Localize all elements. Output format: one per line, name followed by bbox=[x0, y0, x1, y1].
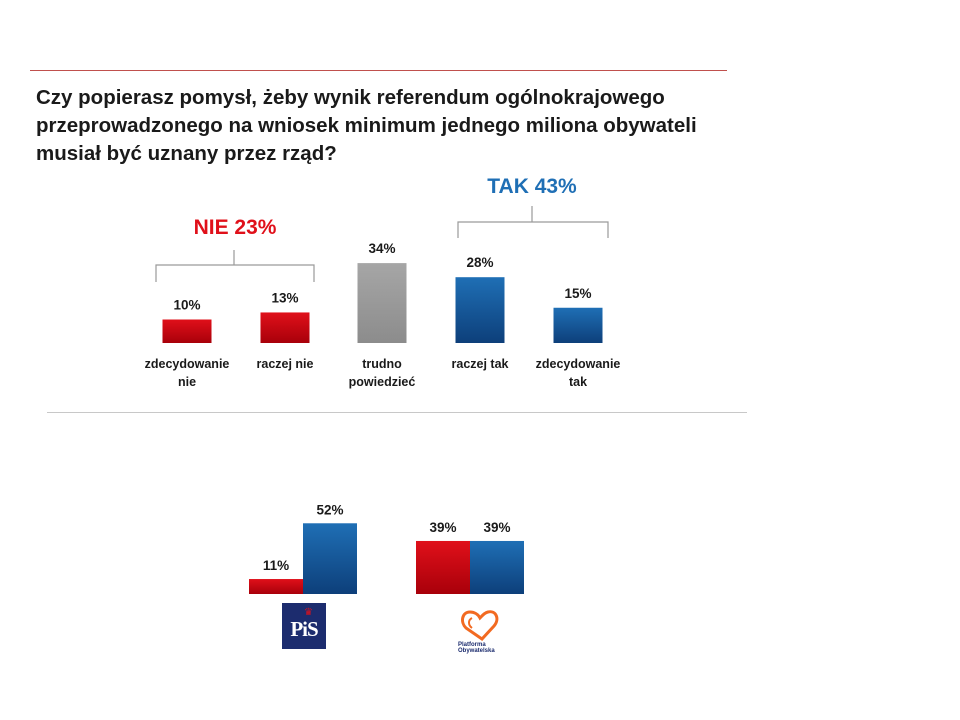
tak-total-label: TAK 43% bbox=[487, 175, 577, 198]
question-title: Czy popierasz pomysł, żeby wynik referen… bbox=[36, 86, 697, 165]
pis-crown-icon: ♛ bbox=[304, 607, 313, 618]
party-bar-value-label: 52% bbox=[316, 502, 343, 517]
category-label: zdecydowanie bbox=[536, 357, 621, 371]
pis-logo: ♛ PiS bbox=[282, 603, 326, 649]
category-label: zdecydowanie bbox=[145, 357, 230, 371]
nie-bracket bbox=[155, 250, 315, 282]
bar-value-label: 15% bbox=[564, 286, 591, 301]
pis-logo-text: PiS bbox=[290, 617, 318, 641]
section-divider bbox=[47, 412, 747, 413]
party-bar-0-1 bbox=[303, 523, 357, 594]
category-label: raczej tak bbox=[452, 357, 509, 371]
po-logo-line2: Obywatelska bbox=[458, 648, 495, 654]
bar-0 bbox=[162, 319, 212, 343]
bar-4 bbox=[553, 307, 603, 343]
bar-3 bbox=[455, 277, 505, 343]
party-bar-value-label: 11% bbox=[263, 558, 289, 573]
party-bar-1-1 bbox=[470, 540, 524, 594]
category-label: raczej nie bbox=[257, 357, 314, 371]
po-heart-icon bbox=[461, 610, 499, 641]
party-bar-value-label: 39% bbox=[483, 520, 510, 535]
bar-value-label: 13% bbox=[271, 290, 298, 305]
top-rule bbox=[30, 70, 727, 71]
category-label: tak bbox=[569, 375, 587, 389]
bar-2 bbox=[357, 263, 407, 343]
tak-bracket bbox=[457, 206, 609, 238]
bar-value-label: 34% bbox=[368, 241, 395, 256]
party-bar-value-label: 39% bbox=[429, 520, 456, 535]
nie-total-label: NIE 23% bbox=[193, 216, 277, 239]
bar-value-label: 28% bbox=[466, 255, 493, 270]
po-logo: Platforma Obywatelska bbox=[458, 606, 508, 658]
party-bar-1-0 bbox=[416, 540, 470, 594]
party-bar-0-0 bbox=[249, 579, 303, 594]
po-logo-line1: Platforma bbox=[458, 642, 486, 648]
bar-1 bbox=[260, 312, 310, 343]
category-label: powiedzieć bbox=[349, 375, 416, 389]
bar-value-label: 10% bbox=[173, 298, 200, 313]
category-label: nie bbox=[178, 375, 196, 389]
category-label: trudno bbox=[362, 357, 402, 371]
